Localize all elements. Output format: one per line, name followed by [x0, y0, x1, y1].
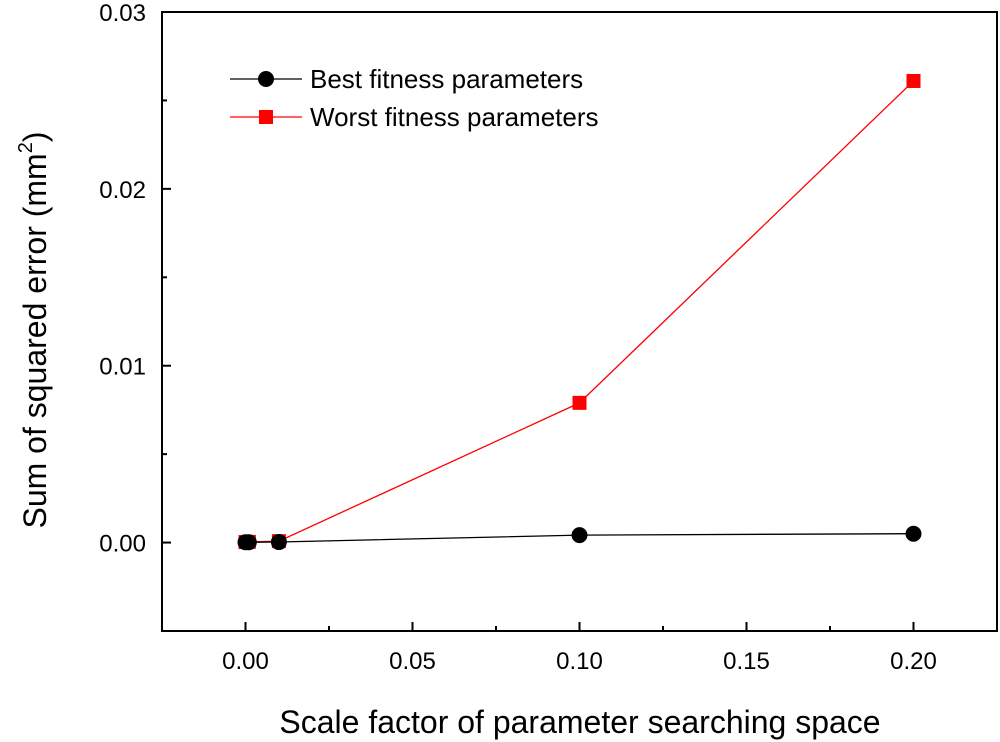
y-axis-title: Sum of squared error (mm2) — [15, 132, 53, 529]
y-axis-title-close: ) — [17, 132, 53, 143]
series-line-worst — [245, 80, 914, 543]
y-tick-labels: 0.00 0.01 0.02 0.03 — [99, 0, 146, 558]
legend-label-best: Best fitness parameters — [310, 64, 583, 94]
y-axis-title-main: Sum of squared error (mm — [17, 153, 53, 528]
legend-label-worst: Worst fitness parameters — [310, 102, 599, 132]
data-point-best — [571, 527, 588, 544]
x-tick-label: 0.20 — [890, 648, 937, 675]
x-major-ticks — [244, 622, 915, 631]
y-tick-label: 0.01 — [99, 354, 146, 381]
y-tick-label: 0.02 — [99, 177, 146, 204]
x-tick-label: 0.15 — [723, 648, 770, 675]
data-point-best — [240, 534, 257, 551]
data-point-worst — [572, 395, 587, 410]
series-layer — [237, 73, 922, 551]
x-axis-title: Scale factor of parameter searching spac… — [279, 704, 880, 740]
legend-marker-worst — [259, 110, 273, 124]
y-tick-label: 0.00 — [99, 531, 146, 558]
data-point-best — [905, 525, 922, 542]
data-point-best — [270, 534, 287, 551]
y-tick-label: 0.03 — [99, 0, 146, 27]
data-point-worst — [906, 73, 921, 88]
y-axis-title-superscript: 2 — [15, 142, 37, 153]
x-tick-label: 0.05 — [389, 648, 436, 675]
x-tick-labels: 0.00 0.05 0.10 0.15 0.20 — [222, 648, 937, 675]
x-tick-label: 0.00 — [222, 648, 269, 675]
x-tick-label: 0.10 — [556, 648, 603, 675]
legend: Best fitness parameters Worst fitness pa… — [230, 64, 599, 132]
plot-frame — [161, 11, 998, 632]
legend-marker-best — [258, 71, 274, 87]
